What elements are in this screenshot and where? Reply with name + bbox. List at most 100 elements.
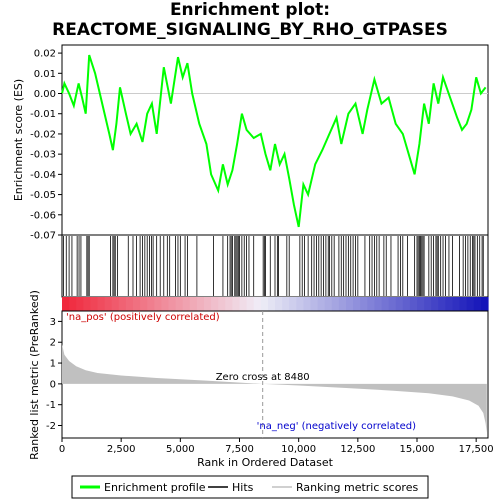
band-segment [310,297,319,311]
metric-y-tick-label: 2 [50,338,56,349]
band-segment [140,297,148,311]
es-y-tick-label: -0.05 [30,190,56,201]
band-segment [168,297,177,311]
chart-title: Enrichment plot: REACTOME_SIGNALING_BY_R… [0,0,500,40]
es-y-tick-label: -0.01 [30,109,56,120]
band-segment [431,297,439,311]
legend-hits-label: Hits [232,481,254,494]
band-segment [338,297,347,311]
x-tick-label: 0 [59,444,65,455]
hits-group [63,236,484,296]
es-curve-line [61,54,487,228]
band-segment [445,297,454,311]
band-segment [133,297,141,311]
band-segment [161,297,170,311]
metric-y-axis-label: Ranked list metric (PreRanked) [28,290,41,460]
band-segment [204,297,212,311]
es-y-tick-label: 0.01 [34,69,56,80]
legend-box [71,475,429,499]
band-segment [232,297,241,311]
band-segment [452,297,461,311]
band-segment [417,297,425,311]
band-segment [239,297,248,311]
x-tick-label: 12,500 [340,444,375,455]
es-y-tick-label: -0.03 [30,150,56,161]
band-segment [125,297,134,311]
band-segment [424,297,432,311]
band-segment [438,297,446,311]
band-segment [225,297,233,311]
title-line-1: Enrichment plot: [169,0,331,20]
band-segment [480,297,489,311]
x-tick-label: 10,000 [281,444,316,455]
metric-y-tick-label: 1 [50,359,56,370]
band-segment [388,297,397,311]
band-segment [211,297,219,311]
band-segment [111,297,120,311]
band-segment [466,297,475,311]
band-segment [118,297,127,311]
band-segment [69,297,77,311]
band-segment [367,297,375,311]
band-segment [296,297,304,311]
band-segment [317,297,326,311]
neg-correlated-label: 'na_neg' (negatively correlated) [257,421,416,432]
band-segment [154,297,162,311]
band-segment [381,297,390,311]
band-segment [175,297,184,311]
rank-color-band [62,297,489,311]
band-segment [331,297,340,311]
band-segment [189,297,198,311]
band-segment [104,297,113,311]
es-y-tick-label: 0.00 [34,89,56,100]
band-segment [83,297,91,311]
x-tick-label: 7,500 [225,444,254,455]
band-segment [76,297,84,311]
es-y-tick-label: -0.07 [30,231,56,242]
title-line-2: REACTOME_SIGNALING_BY_RHO_GTPASES [52,20,448,40]
band-segment [97,297,106,311]
es-y-tick-label: -0.06 [30,210,56,221]
band-segment [360,297,368,311]
band-segment [267,297,276,311]
band-segment [353,297,361,311]
axes-group: 0.02 0.01 0.00 -0.01 -0.02 -0.03 -0.04 -0.05 -0.… [30,49,494,455]
es-y-tick-label: 0.02 [34,49,56,60]
metric-y-tick-label: 0 [50,379,56,390]
band-segment [289,297,297,311]
x-tick-label: 5,000 [166,444,195,455]
band-segment [346,297,354,311]
metric-y-tick-label: -1 [46,400,56,411]
band-segment [182,297,191,311]
es-panel-frame [61,44,489,236]
metric-panel-frame [61,310,489,439]
band-segment [260,297,269,311]
x-tick-label: 15,000 [400,444,435,455]
x-tick-label: 17,500 [459,444,494,455]
band-segment [459,297,468,311]
band-segment [409,297,418,311]
es-y-tick-label: -0.04 [30,170,56,181]
band-segment [324,297,333,311]
band-segment [62,297,70,311]
band-segment [473,297,482,311]
metric-area [62,344,487,433]
band-segment [402,297,411,311]
band-segment [395,297,404,311]
band-segment [275,297,283,311]
zero-cross-label: Zero cross at 8480 [216,372,310,383]
band-segment [246,297,255,311]
band-segment [196,297,205,311]
pos-correlated-label: 'na_pos' (positively correlated) [66,312,220,323]
metric-y-tick-label: -2 [46,421,56,432]
legend-enrichment-label: Enrichment profile [104,481,206,494]
band-segment [147,297,155,311]
es-y-axis-label: Enrichment score (ES) [12,79,25,201]
legend-metric-label: Ranking metric scores [296,481,418,494]
band-segment [218,297,226,311]
band-segment [374,297,383,311]
band-segment [282,297,290,311]
metric-y-tick-label: 3 [50,317,56,328]
band-segment [90,297,99,311]
